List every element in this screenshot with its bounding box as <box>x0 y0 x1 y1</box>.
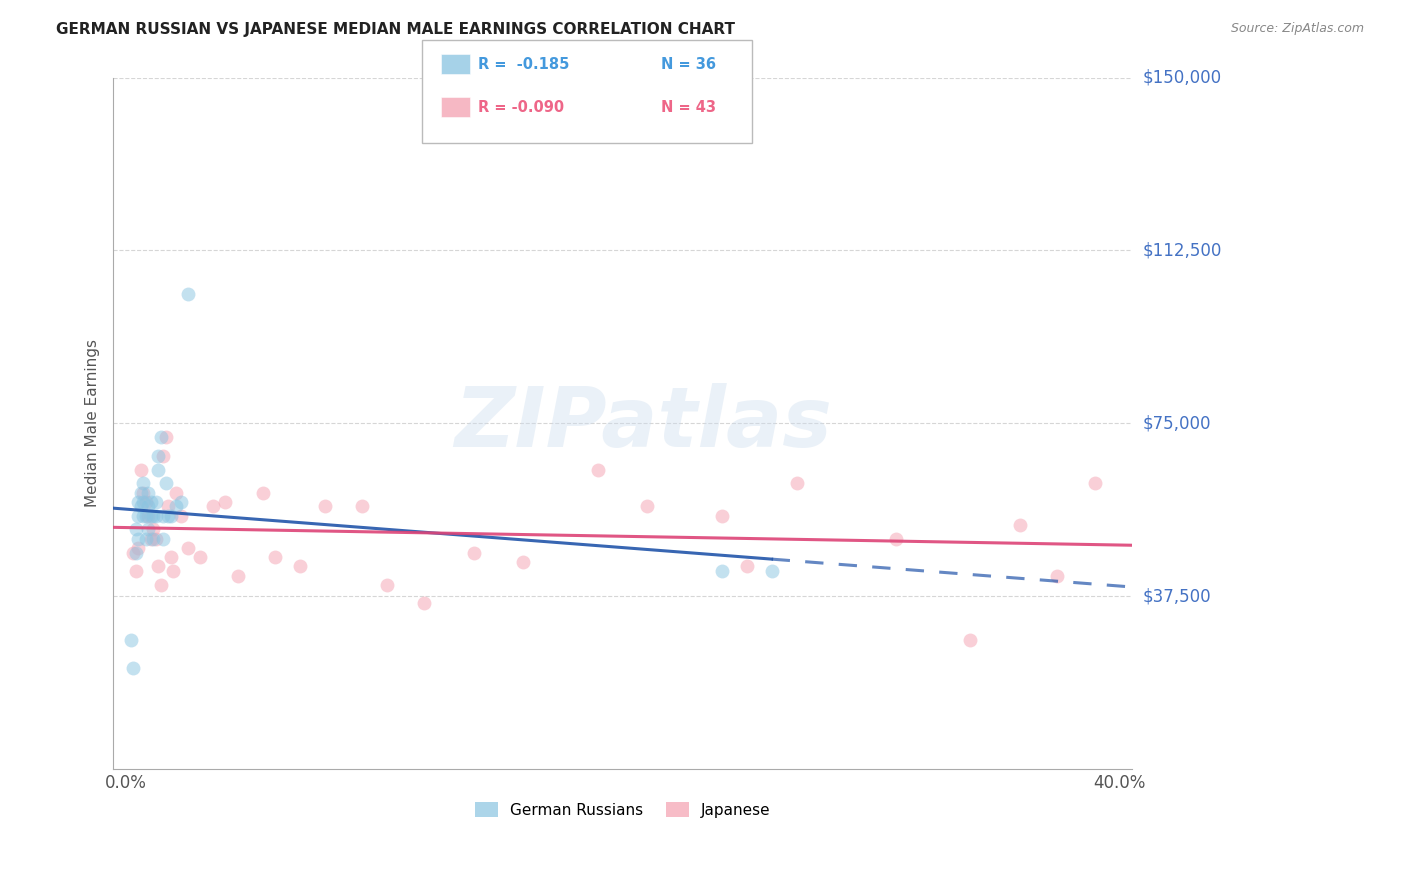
Point <box>152 449 174 463</box>
Point <box>127 508 149 523</box>
Text: $150,000: $150,000 <box>1143 69 1222 87</box>
Point <box>169 495 191 509</box>
Text: $37,500: $37,500 <box>1143 587 1212 606</box>
Point <box>145 508 167 523</box>
Point <box>711 508 734 523</box>
Point <box>129 462 152 476</box>
Point <box>132 476 155 491</box>
Point <box>226 568 249 582</box>
Point <box>132 485 155 500</box>
Point <box>135 508 157 523</box>
Text: $75,000: $75,000 <box>1143 415 1212 433</box>
Point <box>735 559 758 574</box>
Point <box>157 508 180 523</box>
Point <box>264 550 287 565</box>
Point <box>129 500 152 514</box>
Point <box>148 449 170 463</box>
Point <box>177 541 200 555</box>
Point <box>148 559 170 574</box>
Point <box>586 462 609 476</box>
Point <box>159 508 181 523</box>
Point <box>139 532 162 546</box>
Point <box>127 541 149 555</box>
Point <box>314 500 336 514</box>
Point <box>142 523 165 537</box>
Point <box>152 508 174 523</box>
Point <box>136 508 159 523</box>
Point <box>142 532 165 546</box>
Point <box>463 545 485 559</box>
Point <box>149 430 172 444</box>
Point <box>169 508 191 523</box>
Point <box>375 578 398 592</box>
Point <box>288 559 311 574</box>
Point <box>884 532 907 546</box>
Point <box>165 500 187 514</box>
Point <box>129 485 152 500</box>
Point <box>512 555 534 569</box>
Point <box>350 500 373 514</box>
Point <box>761 564 783 578</box>
Point <box>157 500 180 514</box>
Point <box>149 578 172 592</box>
Point <box>139 495 162 509</box>
Point <box>125 523 148 537</box>
Point <box>413 596 436 610</box>
Text: Source: ZipAtlas.com: Source: ZipAtlas.com <box>1230 22 1364 36</box>
Text: R = -0.090: R = -0.090 <box>478 100 564 114</box>
Text: R =  -0.185: R = -0.185 <box>478 57 569 71</box>
Point <box>177 287 200 301</box>
Point <box>135 532 157 546</box>
Point <box>136 523 159 537</box>
Point <box>135 495 157 509</box>
Text: $112,500: $112,500 <box>1143 242 1222 260</box>
Point <box>1008 517 1031 532</box>
Text: N = 36: N = 36 <box>661 57 716 71</box>
Point <box>1046 568 1069 582</box>
Point <box>125 545 148 559</box>
Point <box>152 532 174 546</box>
Point <box>120 633 142 648</box>
Point <box>786 476 808 491</box>
Point <box>136 485 159 500</box>
Text: N = 43: N = 43 <box>661 100 716 114</box>
Point <box>155 476 177 491</box>
Point <box>139 508 162 523</box>
Point <box>159 550 181 565</box>
Point <box>145 532 167 546</box>
Point <box>190 550 212 565</box>
Point <box>122 661 145 675</box>
Point <box>1083 476 1105 491</box>
Point <box>155 430 177 444</box>
Point <box>711 564 734 578</box>
Point <box>132 495 155 509</box>
Point <box>132 508 155 523</box>
Point <box>162 564 184 578</box>
Point <box>637 500 659 514</box>
Legend: German Russians, Japanese: German Russians, Japanese <box>468 796 776 824</box>
Point <box>127 495 149 509</box>
Point <box>252 485 274 500</box>
Point <box>148 462 170 476</box>
Point <box>125 564 148 578</box>
Point <box>201 500 224 514</box>
Point <box>214 495 236 509</box>
Point <box>959 633 981 648</box>
Point <box>142 508 165 523</box>
Point <box>145 495 167 509</box>
Text: GERMAN RUSSIAN VS JAPANESE MEDIAN MALE EARNINGS CORRELATION CHART: GERMAN RUSSIAN VS JAPANESE MEDIAN MALE E… <box>56 22 735 37</box>
Point <box>127 532 149 546</box>
Text: ZIPatlas: ZIPatlas <box>454 383 832 464</box>
Point <box>136 500 159 514</box>
Point <box>165 485 187 500</box>
Point <box>122 545 145 559</box>
Y-axis label: Median Male Earnings: Median Male Earnings <box>86 340 100 508</box>
